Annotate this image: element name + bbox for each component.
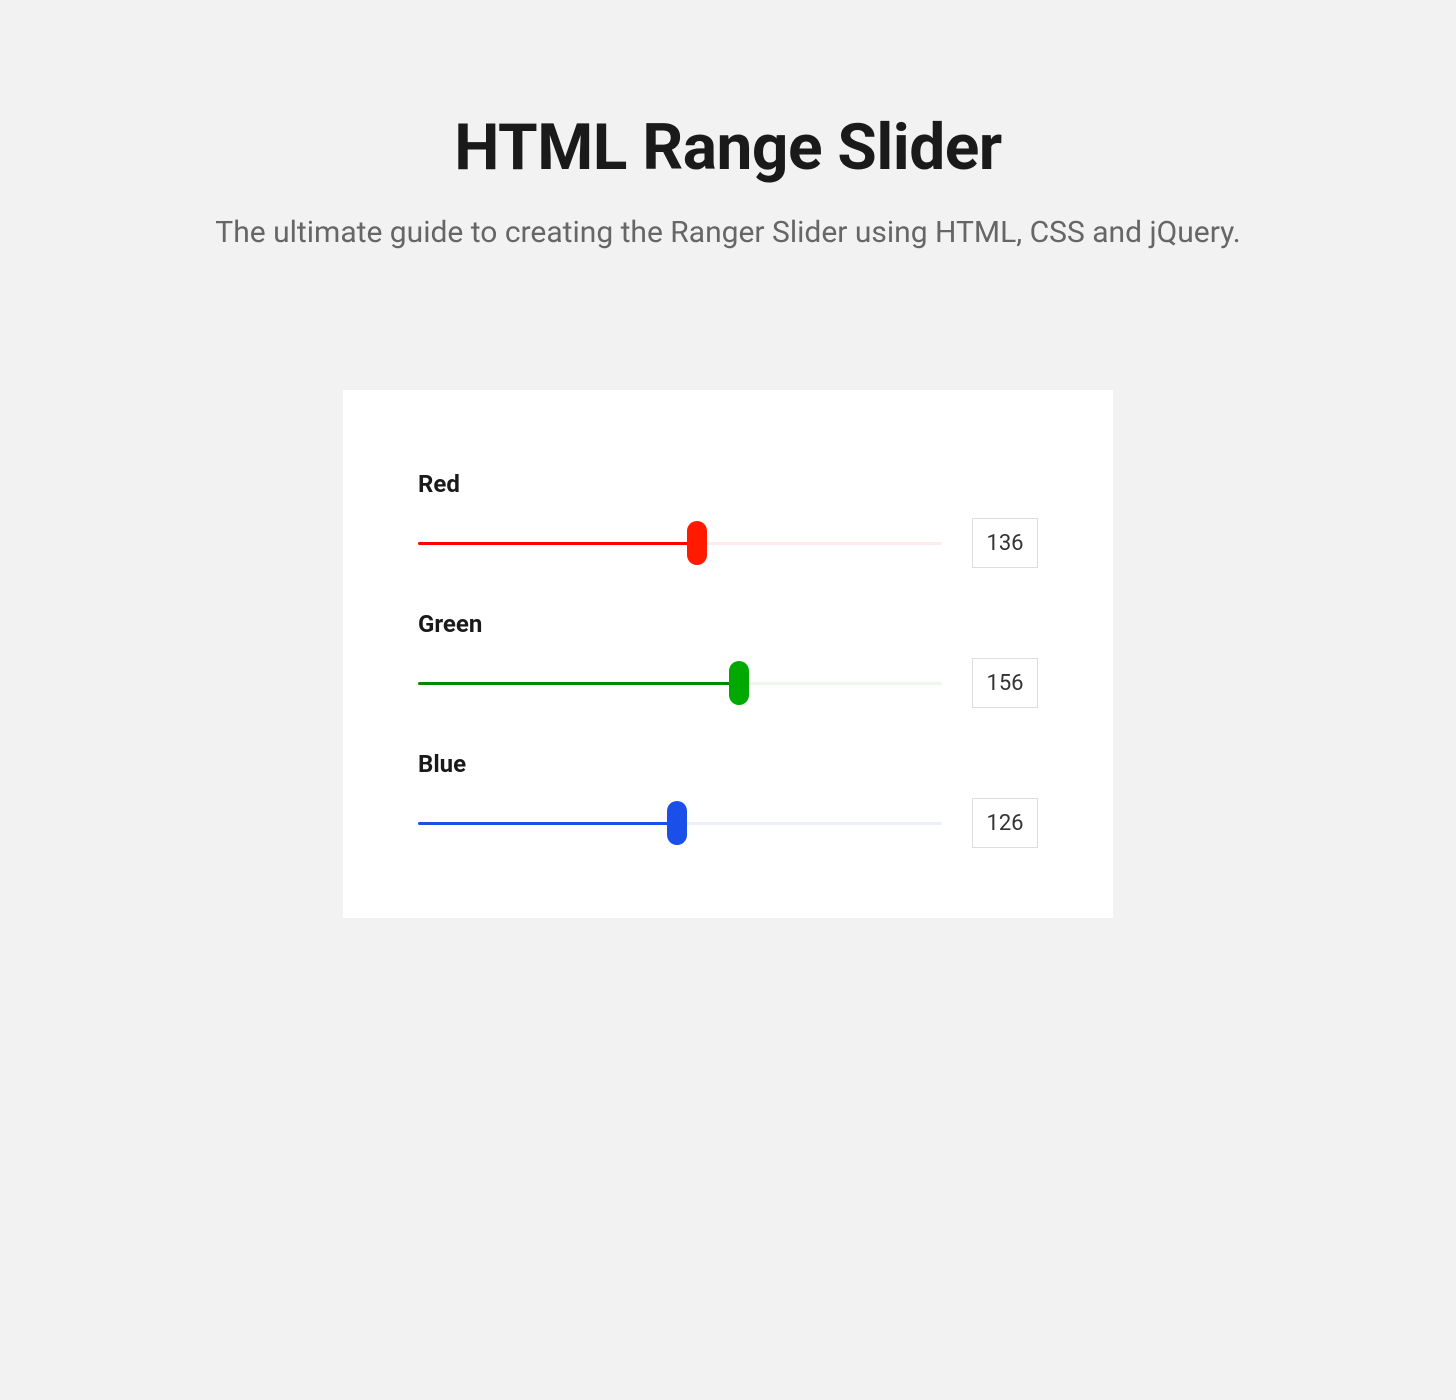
- slider-group-green: Green: [418, 610, 1038, 708]
- slider-track-green[interactable]: [418, 663, 942, 703]
- slider-row-red: [418, 518, 1038, 568]
- page-subtitle: The ultimate guide to creating the Range…: [0, 215, 1456, 250]
- slider-value-input-red[interactable]: [972, 518, 1038, 568]
- slider-track-fill-blue: [418, 822, 677, 825]
- slider-group-blue: Blue: [418, 750, 1038, 848]
- slider-thumb-green[interactable]: [729, 661, 749, 705]
- slider-row-green: [418, 658, 1038, 708]
- slider-thumb-blue[interactable]: [667, 801, 687, 845]
- slider-label-blue: Blue: [418, 750, 1038, 778]
- slider-value-input-green[interactable]: [972, 658, 1038, 708]
- slider-value-input-blue[interactable]: [972, 798, 1038, 848]
- slider-row-blue: [418, 798, 1038, 848]
- slider-panel: Red Green Blue: [343, 390, 1113, 918]
- slider-track-blue[interactable]: [418, 803, 942, 843]
- slider-label-red: Red: [418, 470, 1038, 498]
- slider-track-fill-green: [418, 682, 739, 685]
- slider-track-fill-red: [418, 542, 697, 545]
- page-title: HTML Range Slider: [0, 110, 1456, 185]
- slider-label-green: Green: [418, 610, 1038, 638]
- page-header: HTML Range Slider The ultimate guide to …: [0, 110, 1456, 250]
- slider-track-red[interactable]: [418, 523, 942, 563]
- slider-thumb-red[interactable]: [687, 521, 707, 565]
- slider-group-red: Red: [418, 470, 1038, 568]
